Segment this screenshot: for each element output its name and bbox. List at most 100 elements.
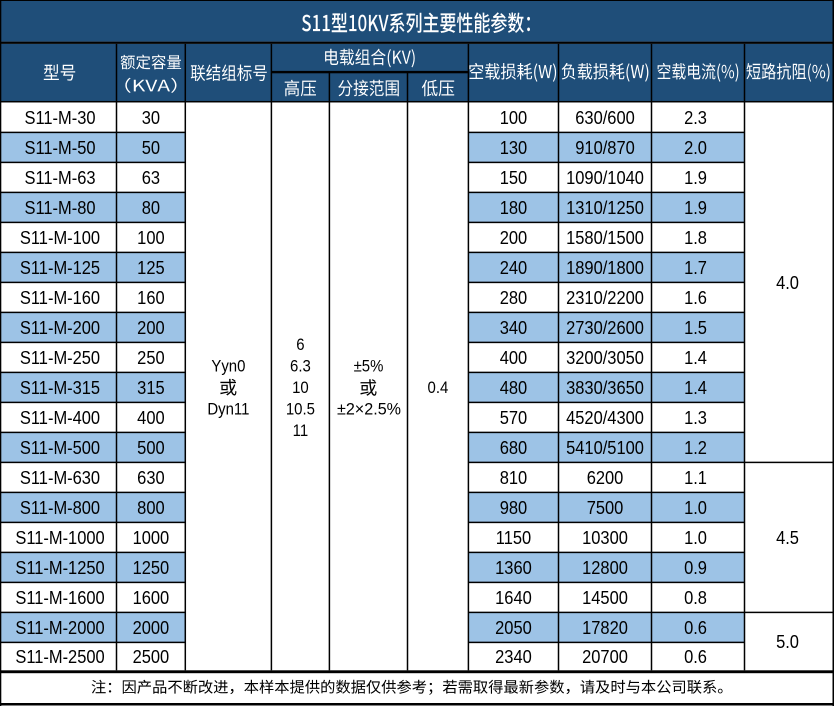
svg-text:1.7: 1.7 <box>684 257 707 278</box>
svg-text:S11-M-160: S11-M-160 <box>20 287 100 308</box>
svg-text:S11-M-800: S11-M-800 <box>20 497 100 518</box>
svg-text:3200/3050: 3200/3050 <box>566 347 644 368</box>
svg-text:0.4: 0.4 <box>428 379 449 397</box>
svg-text:480: 480 <box>500 377 528 398</box>
svg-text:S11-M-250: S11-M-250 <box>20 347 100 368</box>
svg-text:2050: 2050 <box>495 617 532 638</box>
svg-text:2.3: 2.3 <box>684 107 707 128</box>
svg-text:10.5: 10.5 <box>286 401 315 419</box>
svg-text:1.9: 1.9 <box>684 167 707 188</box>
svg-text:630/600: 630/600 <box>575 107 635 128</box>
svg-text:1580/1500: 1580/1500 <box>566 227 644 248</box>
svg-text:1000: 1000 <box>133 527 170 548</box>
svg-text:800: 800 <box>137 497 165 518</box>
svg-text:2730/2600: 2730/2600 <box>566 317 644 338</box>
svg-text:4520/4300: 4520/4300 <box>566 407 644 428</box>
svg-text:500: 500 <box>137 437 165 458</box>
svg-text:910/870: 910/870 <box>575 137 635 158</box>
svg-text:6: 6 <box>296 336 304 354</box>
svg-text:2310/2200: 2310/2200 <box>566 287 644 308</box>
svg-text:63: 63 <box>142 167 160 188</box>
svg-text:0.6: 0.6 <box>684 646 707 667</box>
svg-text:160: 160 <box>137 287 165 308</box>
svg-text:S11-M-630: S11-M-630 <box>20 467 100 488</box>
svg-text:S11-M-2000: S11-M-2000 <box>15 617 105 638</box>
svg-text:S11-M-1000: S11-M-1000 <box>15 527 105 548</box>
svg-text:100: 100 <box>500 107 528 128</box>
svg-text:10: 10 <box>292 379 309 397</box>
svg-text:Yyn0: Yyn0 <box>211 358 245 376</box>
svg-text:2500: 2500 <box>133 646 170 667</box>
svg-text:S11-M-30: S11-M-30 <box>24 107 95 128</box>
svg-text:680: 680 <box>500 437 528 458</box>
svg-text:30: 30 <box>142 107 161 128</box>
svg-text:S11-M-200: S11-M-200 <box>20 317 100 338</box>
svg-text:250: 250 <box>137 347 165 368</box>
svg-text:315: 315 <box>137 377 164 398</box>
svg-text:S11-M-50: S11-M-50 <box>24 137 95 158</box>
svg-text:1.4: 1.4 <box>684 347 707 368</box>
svg-text:0.6: 0.6 <box>684 617 707 638</box>
svg-text:1890/1800: 1890/1800 <box>566 257 644 278</box>
svg-text:2000: 2000 <box>133 617 170 638</box>
svg-text:1.1: 1.1 <box>684 467 707 488</box>
svg-text:1640: 1640 <box>495 587 532 608</box>
svg-text:6200: 6200 <box>587 467 624 488</box>
svg-text:1.6: 1.6 <box>684 287 707 308</box>
svg-text:20700: 20700 <box>582 646 628 667</box>
svg-text:S11-M-1250: S11-M-1250 <box>15 557 105 578</box>
svg-text:5410/5100: 5410/5100 <box>566 437 644 458</box>
svg-text:±5%: ±5% <box>354 358 384 376</box>
svg-text:180: 180 <box>500 197 528 218</box>
svg-text:100: 100 <box>137 227 165 248</box>
svg-text:150: 150 <box>500 167 528 188</box>
svg-text:200: 200 <box>137 317 165 338</box>
svg-text:1250: 1250 <box>133 557 170 578</box>
svg-text:1090/1040: 1090/1040 <box>566 167 644 188</box>
svg-text:810: 810 <box>500 467 528 488</box>
svg-text:3830/3650: 3830/3650 <box>566 377 644 398</box>
svg-text:S11-M-125: S11-M-125 <box>20 257 100 278</box>
svg-text:1.2: 1.2 <box>684 437 707 458</box>
svg-text:10300: 10300 <box>582 527 628 548</box>
svg-text:12800: 12800 <box>582 557 628 578</box>
svg-text:2.0: 2.0 <box>684 137 707 158</box>
svg-text:S11-M-1600: S11-M-1600 <box>15 587 105 608</box>
svg-text:17820: 17820 <box>582 617 628 638</box>
svg-text:1.3: 1.3 <box>684 407 707 428</box>
svg-text:5.0: 5.0 <box>776 631 799 652</box>
svg-text:1600: 1600 <box>133 587 170 608</box>
svg-text:400: 400 <box>137 407 165 428</box>
svg-text:1360: 1360 <box>495 557 532 578</box>
svg-text:125: 125 <box>137 257 164 278</box>
svg-text:1.9: 1.9 <box>684 197 707 218</box>
svg-text:4.0: 4.0 <box>776 272 799 293</box>
svg-text:0.8: 0.8 <box>684 587 707 608</box>
svg-text:Dyn11: Dyn11 <box>207 401 249 419</box>
svg-text:1.8: 1.8 <box>684 227 707 248</box>
svg-text:50: 50 <box>142 137 161 158</box>
svg-text:1.5: 1.5 <box>684 317 707 338</box>
svg-text:1310/1250: 1310/1250 <box>566 197 644 218</box>
svg-text:S11-M-63: S11-M-63 <box>24 167 95 188</box>
svg-text:6.3: 6.3 <box>290 358 311 376</box>
svg-text:14500: 14500 <box>582 587 628 608</box>
svg-text:11: 11 <box>293 422 309 440</box>
svg-text:130: 130 <box>500 137 528 158</box>
svg-text:980: 980 <box>500 497 528 518</box>
svg-text:340: 340 <box>500 317 528 338</box>
svg-text:1150: 1150 <box>496 527 532 548</box>
svg-text:200: 200 <box>500 227 528 248</box>
svg-text:630: 630 <box>137 467 165 488</box>
svg-text:570: 570 <box>500 407 528 428</box>
svg-text:S11-M-80: S11-M-80 <box>24 197 95 218</box>
svg-text:1.0: 1.0 <box>684 497 707 518</box>
svg-text:2340: 2340 <box>495 646 532 667</box>
svg-text:0.9: 0.9 <box>684 557 707 578</box>
svg-text:±2×2.5%: ±2×2.5% <box>337 399 401 418</box>
svg-text:S11-M-2500: S11-M-2500 <box>15 646 105 667</box>
svg-text:280: 280 <box>500 287 528 308</box>
svg-text:S11-M-315: S11-M-315 <box>20 377 100 398</box>
svg-text:S11-M-500: S11-M-500 <box>20 437 100 458</box>
svg-text:80: 80 <box>142 197 161 218</box>
